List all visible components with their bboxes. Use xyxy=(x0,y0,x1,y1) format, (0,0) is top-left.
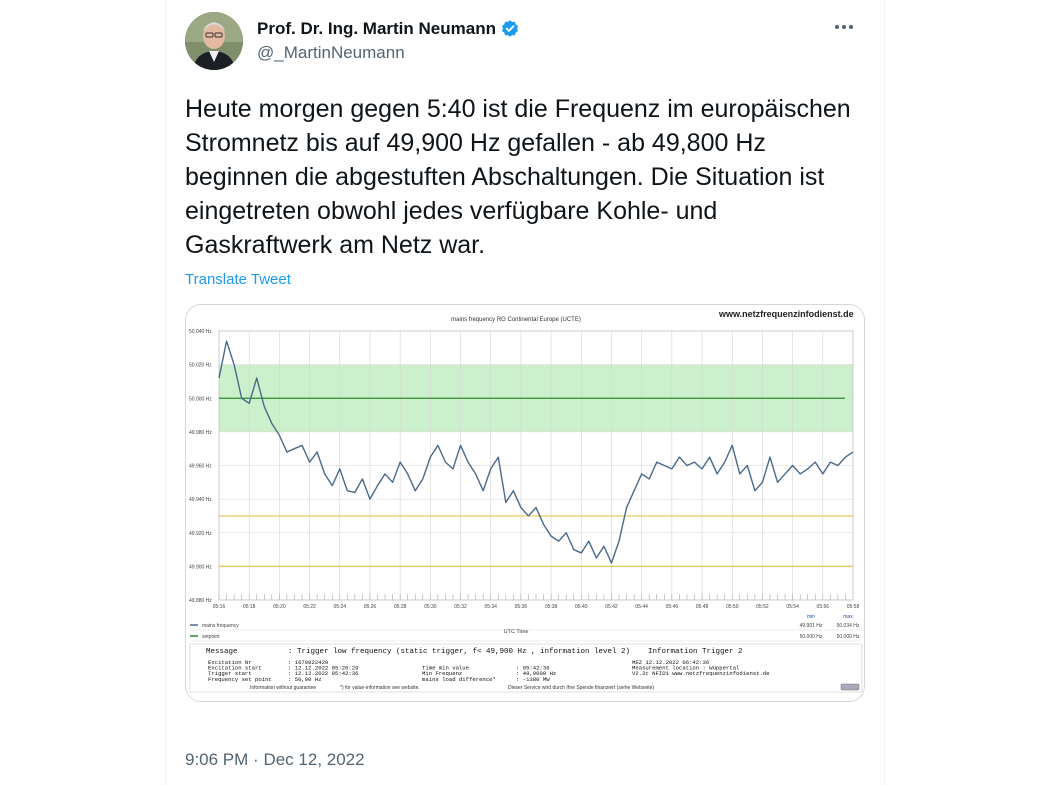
info-col2-value: : -1380 MW xyxy=(516,676,550,683)
y-tick-label: 49.980 Hz xyxy=(189,430,212,436)
info-col2-label: mains load difference* xyxy=(422,676,496,683)
frequency-chart: mains frequency RG Continental Europe (U… xyxy=(186,305,864,701)
legend-name: mains frequency xyxy=(202,623,239,629)
info-col3-line: Measurement location : Wuppertal xyxy=(632,665,740,672)
chart-legend: min max mains frequency 49.901 Hz 50.034 Hz s… xyxy=(190,614,862,642)
x-tick-label: 05:34 xyxy=(484,604,497,610)
legend-max-header: max xyxy=(843,614,853,620)
x-tick-label: 05:44 xyxy=(635,604,648,610)
license-badge-icon xyxy=(840,683,860,691)
chart-title: mains frequency RG Continental Europe (U… xyxy=(451,317,581,323)
x-axis-label: UTC Time xyxy=(504,629,529,635)
legend-min-header: min xyxy=(807,614,815,620)
author-block: Prof. Dr. Ing. Martin Neumann @_MartinNe… xyxy=(257,18,520,64)
x-tick-label: 05:36 xyxy=(515,604,528,610)
plot-area: 50.040 Hz 50.020 Hz 50.000 Hz 49.980 Hz 49.9… xyxy=(189,329,859,635)
tweet-media-image[interactable]: mains frequency RG Continental Europe (U… xyxy=(185,304,865,702)
x-tick-label: 05:20 xyxy=(273,604,286,610)
chart-watermark: www.netzfrequenzinfodienst.de xyxy=(718,309,854,319)
info-box-frame xyxy=(189,643,863,693)
info-col3-line: V2.2c NFID1 www.netzfrequenzinfodienst.d… xyxy=(632,670,770,677)
x-tick-label: 05:26 xyxy=(364,604,377,610)
tweet-text: Heute morgen gegen 5:40 ist die Frequenz… xyxy=(185,95,851,259)
x-tick-label: 05:52 xyxy=(756,604,769,610)
mains-frequency-line xyxy=(218,340,854,564)
more-icon[interactable] xyxy=(831,14,857,40)
info-col2-value: : 49,9000 Hz xyxy=(516,670,556,677)
y-tick-label: 49.960 Hz xyxy=(189,464,212,470)
x-tick-label: 05:24 xyxy=(334,604,347,610)
x-tick-label: 05:32 xyxy=(454,604,467,610)
chart-info-box: Message : Trigger low frequency (static t… xyxy=(189,643,863,693)
info-col2-label: Time min value xyxy=(422,665,469,672)
x-tick-label: 05:50 xyxy=(726,604,739,610)
x-tick-label: 05:56 xyxy=(817,604,830,610)
x-tick-label: 05:54 xyxy=(786,604,799,610)
x-tick-label: 05:16 xyxy=(213,604,226,610)
x-tick-label: 05:30 xyxy=(424,604,437,610)
legend-min-value: 50.000 Hz xyxy=(800,634,823,640)
x-tick-label: 05:48 xyxy=(696,604,709,610)
author-handle[interactable]: @_MartinNeumann xyxy=(257,43,405,62)
timeline-border-left xyxy=(165,0,166,785)
info-col1-value: : 12.12.2022 05:20:29 xyxy=(288,665,359,672)
info-col1-value: : 1670822429 xyxy=(288,659,328,666)
timestamp-separator: · xyxy=(253,750,259,769)
tweet-time[interactable]: 9:06 PM xyxy=(185,750,249,769)
tweet-timestamp: 9:06 PM · Dec 12, 2022 xyxy=(185,748,365,772)
legend-max-value: 50.034 Hz xyxy=(837,623,860,629)
y-tick-label: 49.900 Hz xyxy=(189,564,212,570)
info-footer-text: *) for value-information see website. xyxy=(340,685,420,691)
info-footer-text: Information without guarantee xyxy=(250,685,316,691)
legend-name: setpoint xyxy=(202,634,220,640)
info-message-label: Message xyxy=(206,648,238,656)
x-tick-label: 05:58 xyxy=(847,604,860,610)
translate-tweet-link[interactable]: Translate Tweet xyxy=(185,271,291,288)
info-col3-line: MEZ 12.12.2022 06:42:36 xyxy=(632,659,709,666)
x-tick-label: 05:28 xyxy=(394,604,407,610)
plot-border xyxy=(218,330,854,601)
x-tick-label: 05:18 xyxy=(243,604,256,610)
x-tick-label: 05:42 xyxy=(605,604,618,610)
y-tick-label: 49.940 Hz xyxy=(189,497,212,503)
tweet-date[interactable]: Dec 12, 2022 xyxy=(263,750,365,769)
info-footer-text: Dieser Service wird durch Ihre Spende fi… xyxy=(508,685,654,691)
verified-badge-icon[interactable] xyxy=(500,19,520,39)
tweet: Prof. Dr. Ing. Martin Neumann @_MartinNe… xyxy=(185,12,865,702)
x-tick-label: 05:40 xyxy=(575,604,588,610)
legend-max-value: 50.000 Hz xyxy=(837,634,860,640)
info-col1-value: : 50,00 Hz xyxy=(288,676,322,683)
info-message-extra: Information Trigger 2 xyxy=(648,648,743,656)
avatar[interactable] xyxy=(185,12,243,70)
y-tick-label: 50.040 Hz xyxy=(189,329,212,335)
tweet-header: Prof. Dr. Ing. Martin Neumann @_MartinNe… xyxy=(185,12,865,72)
x-tick-label: 05:46 xyxy=(666,604,679,610)
timeline-border-right xyxy=(884,0,885,785)
y-tick-label: 50.000 Hz xyxy=(189,396,212,402)
x-tick-label: 05:38 xyxy=(545,604,558,610)
info-col1-label: Excitation Nr xyxy=(208,659,252,666)
info-col2-value: : 05:42:36 xyxy=(516,665,550,672)
info-col2-label: Min Frequenz xyxy=(422,670,462,677)
x-tick-label: 05:22 xyxy=(303,604,316,610)
info-message-value: : Trigger low frequency (static trigger,… xyxy=(288,648,630,656)
info-col1-value: : 12.12.2022 05:42:36 xyxy=(288,670,359,677)
info-col1-label: Frequency set point xyxy=(208,676,272,683)
info-col1-label: Excitation start xyxy=(208,665,262,672)
info-col1-label: Trigger start xyxy=(208,670,252,677)
y-tick-label: 49.880 Hz xyxy=(189,598,212,604)
y-tick-label: 49.920 Hz xyxy=(189,531,212,537)
legend-min-value: 49.901 Hz xyxy=(800,623,823,629)
y-tick-label: 50.020 Hz xyxy=(189,363,212,369)
author-display-name[interactable]: Prof. Dr. Ing. Martin Neumann xyxy=(257,19,496,38)
author-name[interactable]: Prof. Dr. Ing. Martin Neumann xyxy=(257,18,520,40)
